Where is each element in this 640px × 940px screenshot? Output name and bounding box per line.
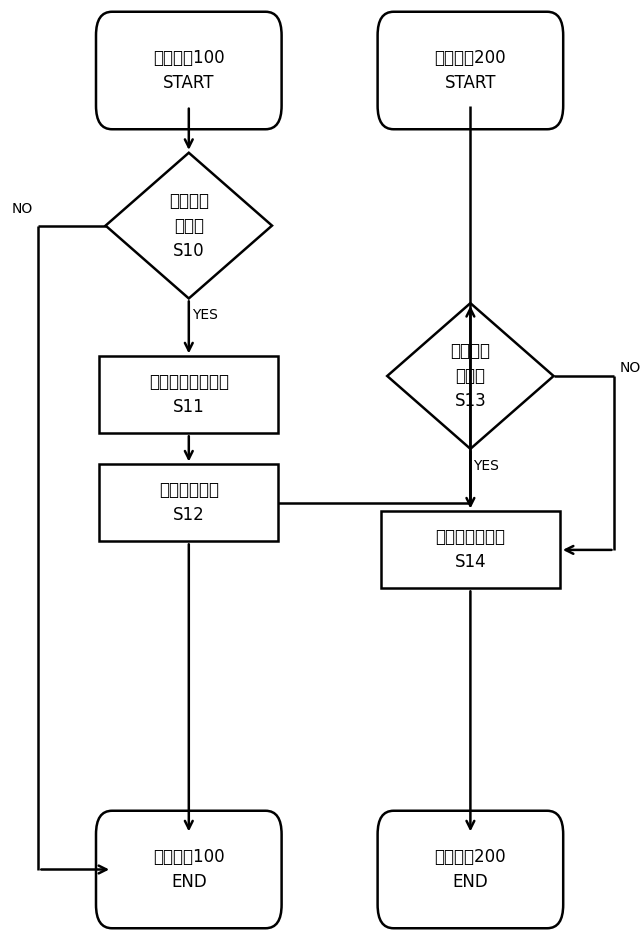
Text: 認証情報入力受付
S11: 認証情報入力受付 S11 [148, 373, 229, 416]
Polygon shape [387, 303, 554, 449]
Text: 認証情報
一致？
S13: 認証情報 一致？ S13 [451, 342, 490, 410]
Text: 情報端末100
START: 情報端末100 START [153, 49, 225, 92]
Polygon shape [106, 152, 272, 299]
Bar [381, 511, 560, 588]
Text: YES: YES [474, 459, 499, 473]
FancyBboxPatch shape [96, 11, 282, 129]
Text: 情報端末関連付
S14: 情報端末関連付 S14 [435, 528, 506, 572]
Text: NO: NO [620, 362, 640, 375]
Text: NO: NO [12, 202, 33, 215]
Text: 情報端末100
END: 情報端末100 END [153, 848, 225, 891]
Text: 認証情報送信
S12: 認証情報送信 S12 [159, 481, 219, 525]
Text: YES: YES [192, 308, 218, 322]
Text: 接続入力
受付？
S10: 接続入力 受付？ S10 [169, 192, 209, 259]
FancyBboxPatch shape [96, 810, 282, 929]
FancyBboxPatch shape [378, 11, 563, 129]
FancyBboxPatch shape [378, 810, 563, 929]
Text: 情報機器200
START: 情報機器200 START [435, 49, 506, 92]
Bar [99, 464, 278, 541]
Text: 情報機器200
END: 情報機器200 END [435, 848, 506, 891]
Bar [99, 356, 278, 433]
